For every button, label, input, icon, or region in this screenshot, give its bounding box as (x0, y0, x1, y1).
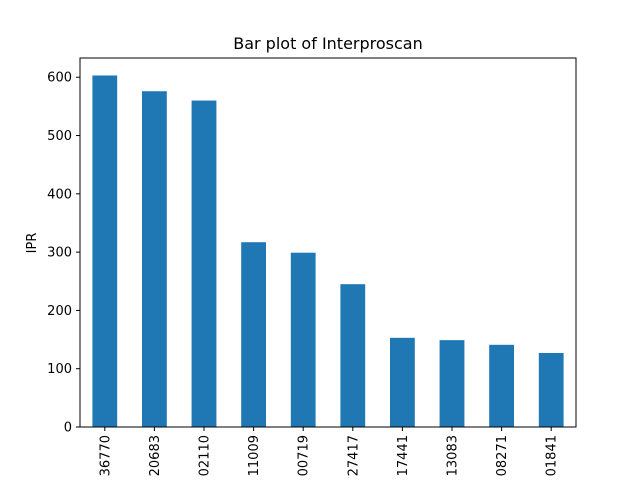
y-axis-label: IPR (25, 233, 40, 254)
plot-area: 36770 20683 02110 11009 00719 27417 17441 13083… (47, 57, 577, 476)
bar-17441 (390, 337, 415, 427)
x-tick-label: 00719 (297, 435, 312, 476)
x-tick-label: 11009 (247, 435, 262, 476)
bar-08271 (489, 344, 514, 427)
axes-frame (79, 57, 577, 428)
x-tick-label: 36770 (98, 435, 113, 476)
x-tick-label: 02110 (198, 435, 213, 476)
x-tick-label: 20683 (148, 435, 163, 476)
x-tick-label: 27417 (346, 435, 361, 476)
bar-36770 (92, 75, 118, 428)
chart-title: Bar plot of Interproscan (233, 34, 423, 53)
bar-02110 (191, 100, 217, 428)
x-tick-label: 01841 (545, 435, 560, 476)
y-tick-label: 300 (47, 246, 72, 261)
y-tick-label: 100 (47, 362, 72, 377)
x-tick-label: 08271 (495, 435, 510, 476)
bar-01841 (538, 352, 564, 427)
y-tick-label: 0 (64, 421, 72, 436)
bar-11009 (241, 242, 266, 427)
bar-20683 (142, 91, 167, 427)
bar-27417 (340, 284, 366, 427)
bar-13083 (439, 340, 465, 427)
bar-00719 (290, 252, 316, 427)
x-tick-label: 17441 (396, 435, 411, 476)
y-tick-label: 500 (47, 129, 72, 144)
x-tick-label: 13083 (446, 435, 461, 476)
y-tick-label: 200 (47, 304, 72, 319)
y-tick-label: 400 (47, 187, 72, 202)
y-tick-label: 600 (47, 71, 72, 86)
